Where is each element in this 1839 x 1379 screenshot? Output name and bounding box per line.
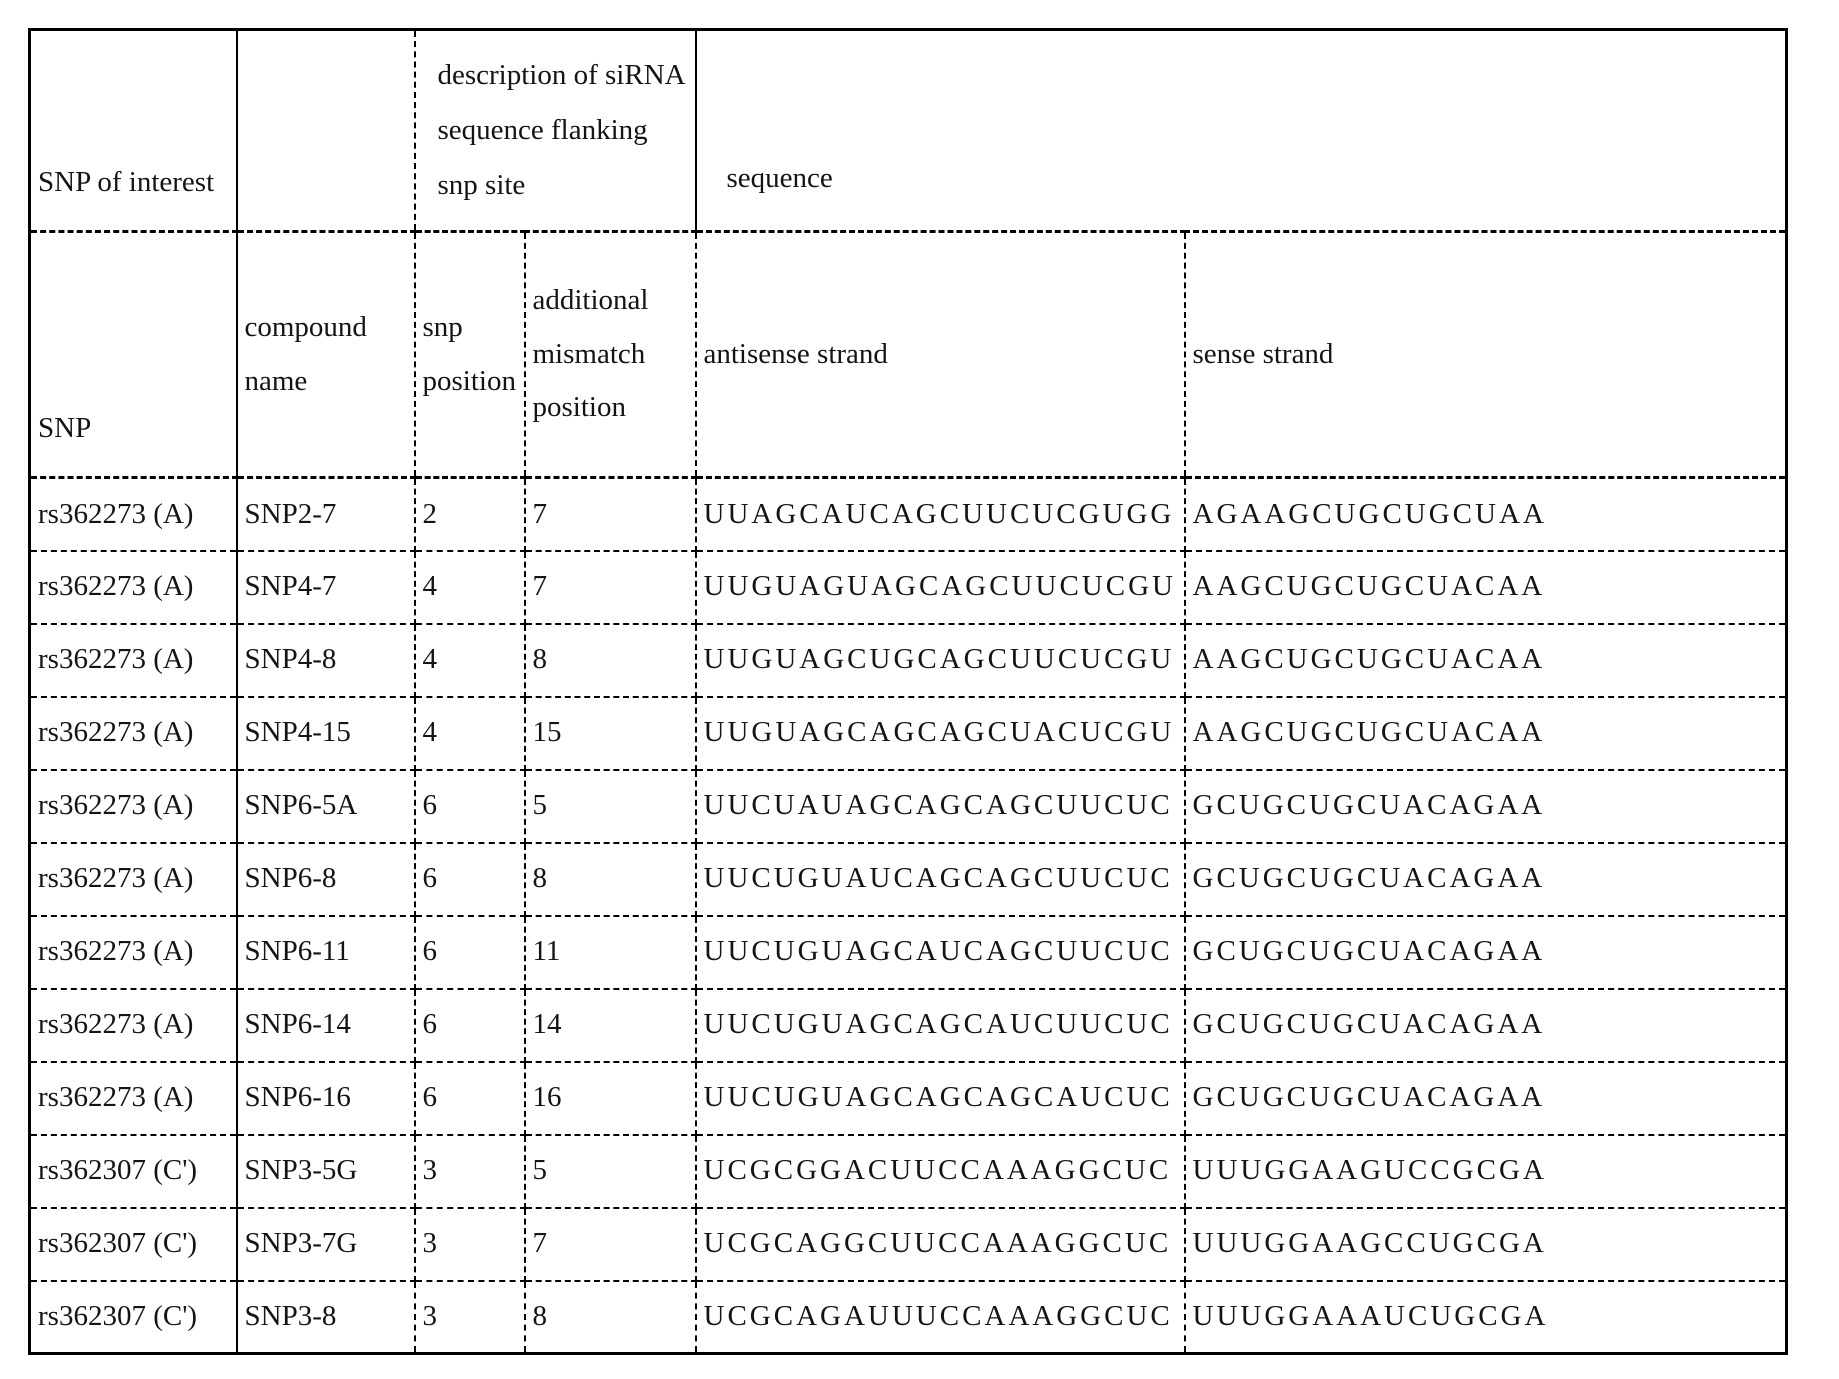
snp-position-cell: 6 [414,915,526,990]
snp-position-cell: 6 [414,842,526,917]
header-row-columns: SNP compound name snp position additiona… [29,231,1787,479]
mismatch-position-cell: 11 [524,915,697,990]
header-sense-strand: sense strand [1184,231,1787,479]
table-row: rs362307 (C') SNP3-5G 3 5 UCGCGGACUUCCAAAGGC… [29,1134,1787,1209]
sense-strand-cell: GCUGCUGCUACAGAA [1184,988,1787,1063]
table-row: rs362273 (A) SNP4-8 4 8 UUGUAGCUGCAGCUUCUCGU… [29,623,1787,698]
sense-strand-cell: AGAAGCUGCUGCUAA [1184,477,1787,552]
snp-cell: rs362307 (C') [29,1280,238,1354]
snp-cell: rs362273 (A) [29,550,238,625]
table-row: rs362273 (A) SNP6-8 6 8 UUCUGUAUCAGCAGCUUCUC… [29,842,1787,917]
antisense-strand-cell: UUCUAUAGCAGCAGCUUCUC [695,769,1186,844]
antisense-strand-cell: UUCUGUAGCAGCAUCUUCUC [695,988,1186,1063]
snp-cell: rs362273 (A) [29,477,238,552]
antisense-strand-cell: UUCUGUAGCAGCAGCAUCUC [695,1061,1186,1136]
antisense-strand-cell: UUAGCAUCAGCUUCUCGUGG [695,477,1186,552]
antisense-strand-cell: UCGCAGGCUUCCAAAGGCUC [695,1207,1186,1282]
table-row: rs362273 (A) SNP6-16 6 16 UUCUGUAGCAGCAGCAUC… [29,1061,1787,1136]
antisense-strand-cell: UUCUGUAUCAGCAGCUUCUC [695,842,1186,917]
sense-strand-cell: UUUGGAAAUCUGCGA [1192,1300,1549,1333]
snp-position-cell: 4 [414,623,526,698]
header-antisense-strand: antisense strand [695,231,1186,479]
compound-name-cell: SNP2-7 [236,477,416,552]
sense-strand-cell: GCUGCUGCUACAGAA [1184,915,1787,990]
compound-name-cell: SNP3-7G [236,1207,416,1282]
antisense-strand-cell: UUGUAGCUGCAGCUUCUCGU [695,623,1186,698]
header-description: description of siRNA sequence flanking s… [414,29,697,233]
table-row: rs362307 (C') SNP3-7G 3 7 UCGCAGGCUUCCAAAGGC… [29,1207,1787,1282]
sense-strand-cell: UUUGGAAGCCUGCGA [1184,1207,1787,1282]
sense-strand-cell: AAGCUGCUGCUACAA [1184,623,1787,698]
compound-name-cell: SNP6-16 [236,1061,416,1136]
sense-strand-cell: AAGCUGCUGCUACAA [1184,550,1787,625]
snp-cell: rs362273 (A) [29,915,238,990]
snp-cell: rs362273 (A) [29,988,238,1063]
snp-cell: rs362307 (C') [29,1134,238,1209]
compound-name-cell: SNP3-5G [236,1134,416,1209]
antisense-strand-cell: UCGCAGAUUUCCAAAGGCUC [695,1280,1186,1354]
compound-name-cell: SNP3-8 [236,1280,416,1354]
snp-cell: rs362273 (A) [29,1061,238,1136]
mismatch-position-cell: 7 [524,1207,697,1282]
mismatch-position-cell: 8 [524,1280,697,1354]
snp-cell: rs362273 (A) [29,769,238,844]
sense-strand-cell: GCUGCUGCUACAGAA [1184,842,1787,917]
antisense-strand-cell: UUGUAGCAGCAGCUACUCGU [695,696,1186,771]
mismatch-position-cell: 7 [524,477,697,552]
table-row: rs362273 (A) SNP4-15 4 15 UUGUAGCAGCAGCUACUC… [29,696,1787,771]
header-empty-cell [236,29,416,233]
snp-position-cell: 6 [414,988,526,1063]
compound-name-cell: SNP4-7 [236,550,416,625]
snp-position-cell: 6 [414,1061,526,1136]
antisense-strand-cell: UUCUGUAGCAUCAGCUUCUC [695,915,1186,990]
mismatch-position-cell: 8 [524,623,697,698]
snp-position-cell: 3 [414,1280,526,1354]
mismatch-position-cell: 5 [524,769,697,844]
mismatch-position-cell: 5 [524,1134,697,1209]
sense-strand-cell: UUUGGAAGUCCGCGA [1184,1134,1787,1209]
antisense-strand-cell: UCGCGGACUUCCAAAGGCUC [695,1134,1186,1209]
compound-name-cell: SNP6-14 [236,988,416,1063]
sense-strand-cell: GCUGCUGCUACAGAA [1184,1061,1787,1136]
snp-position-cell: 4 [414,550,526,625]
snp-position-cell: 2 [414,477,526,552]
table-row: rs362273 (A) SNP6-14 6 14 UUCUGUAGCAGCAUCUUC… [29,988,1787,1063]
compound-name-cell: SNP6-8 [236,842,416,917]
sense-strand-cell: GCUGCUGCUACAGAA [1184,769,1787,844]
sirna-sequence-table: SNP of interest description of siRNA seq… [28,28,1788,1355]
mismatch-position-cell: 14 [524,988,697,1063]
compound-name-cell: SNP4-15 [236,696,416,771]
table-row: rs362273 (A) SNP2-7 2 7 UUAGCAUCAGCUUCUCGUGG… [29,477,1787,552]
mismatch-position-cell: 15 [524,696,697,771]
mismatch-position-cell: 7 [524,550,697,625]
snp-position-cell: 4 [414,696,526,771]
header-row-group: SNP of interest description of siRNA seq… [29,29,1787,233]
sense-strand-cell: AAGCUGCUGCUACAA [1184,696,1787,771]
table-row: rs362273 (A) SNP6-5A 6 5 UUCUAUAGCAGCAGCUUCU… [29,769,1787,844]
mismatch-position-cell: 8 [524,842,697,917]
compound-name-cell: SNP4-8 [236,623,416,698]
snp-cell: rs362273 (A) [29,623,238,698]
snp-cell: rs362307 (C') [29,1207,238,1282]
header-additional-mismatch-position: additional mismatch position [524,231,697,479]
table-row: rs362273 (A) SNP6-11 6 11 UUCUGUAGCAUCAGCUUC… [29,915,1787,990]
mismatch-position-cell: 16 [524,1061,697,1136]
snp-position-cell: 3 [414,1134,526,1209]
snp-cell: rs362273 (A) [29,842,238,917]
snp-cell: rs362273 (A) [29,696,238,771]
header-sequence: sequence [695,29,1787,233]
table-row: rs362273 (A) SNP4-7 4 7 UUGUAGUAGCAGCUUCUCGU… [29,550,1787,625]
snp-position-cell: 3 [414,1207,526,1282]
snp-position-cell: 6 [414,769,526,844]
header-snp: SNP [29,231,238,479]
compound-name-cell: SNP6-5A [236,769,416,844]
header-snp-position: snp position [414,231,526,479]
header-snp-of-interest: SNP of interest [29,29,238,233]
table-row: rs362307 (C') SNP3-8 3 8 UCGCAGAUUUCCAAAGGCU… [29,1280,1787,1354]
compound-name-cell: SNP6-11 [236,915,416,990]
antisense-strand-cell: UUGUAGUAGCAGCUUCUCGU [695,550,1186,625]
header-compound-name: compound name [236,231,416,479]
